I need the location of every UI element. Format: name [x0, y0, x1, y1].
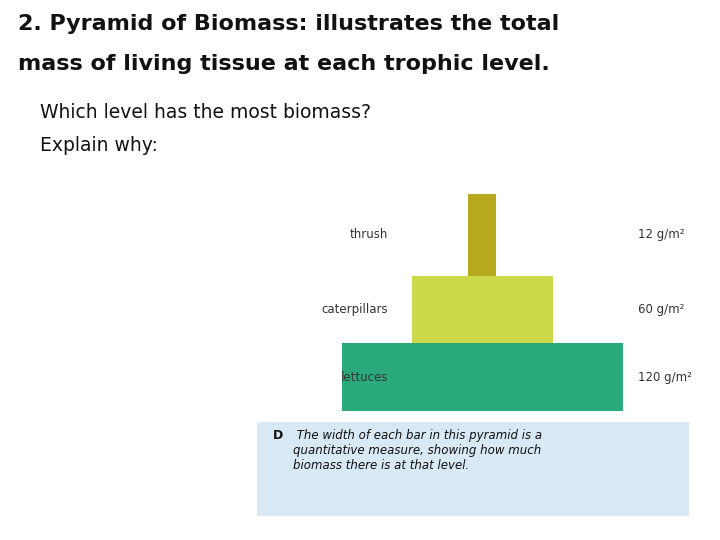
Text: thrush: thrush [349, 228, 388, 241]
Text: The width of each bar in this pyramid is a
quantitative measure, showing how muc: The width of each bar in this pyramid is… [294, 429, 543, 472]
Text: 2. Pyramid of Biomass: illustrates the total: 2. Pyramid of Biomass: illustrates the t… [18, 14, 559, 33]
Text: mass of living tissue at each trophic level.: mass of living tissue at each trophic le… [18, 54, 550, 74]
Bar [412, 275, 553, 343]
Text: Explain why:: Explain why: [40, 136, 158, 155]
Text: D: D [273, 429, 284, 442]
Text: caterpillars: caterpillars [321, 303, 388, 316]
Text: Which level has the most biomass?: Which level has the most biomass? [40, 103, 371, 122]
FancyBboxPatch shape [258, 422, 690, 516]
Text: 60 g/m²: 60 g/m² [638, 303, 684, 316]
Text: 120 g/m²: 120 g/m² [638, 371, 691, 384]
Bar [469, 194, 496, 275]
FancyBboxPatch shape [239, 166, 707, 528]
Text: 12 g/m²: 12 g/m² [638, 228, 684, 241]
Text: lettuces: lettuces [341, 371, 388, 384]
Bar [342, 343, 623, 411]
